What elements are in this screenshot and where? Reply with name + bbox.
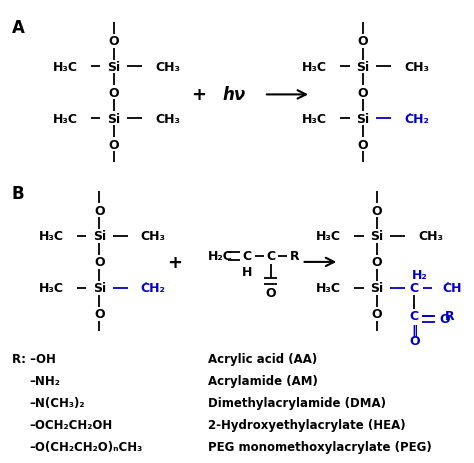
Text: CH₃: CH₃ [404, 61, 429, 74]
Text: H₃C: H₃C [39, 282, 64, 294]
Text: A: A [12, 19, 25, 37]
Text: H₃C: H₃C [53, 61, 78, 74]
Text: Acrylic acid (AA): Acrylic acid (AA) [208, 352, 317, 365]
Text: O: O [94, 307, 105, 320]
Text: H₃C: H₃C [53, 113, 78, 125]
Text: H₃C: H₃C [302, 113, 327, 125]
Text: R: R [290, 250, 300, 263]
Text: ‖: ‖ [411, 325, 418, 338]
Text: H₃C: H₃C [302, 61, 327, 74]
Text: H₃C: H₃C [316, 230, 341, 243]
Text: O: O [409, 334, 420, 347]
Text: O: O [94, 204, 105, 217]
Text: PEG monomethoxylacrylate (PEG): PEG monomethoxylacrylate (PEG) [208, 440, 431, 453]
Text: ĊH₂: ĊH₂ [141, 282, 166, 294]
Text: 2-Hydroxyethylacrylate (HEA): 2-Hydroxyethylacrylate (HEA) [208, 418, 405, 431]
Text: H₃C: H₃C [316, 282, 341, 294]
Text: –O(CH₂CH₂O)ₙCH₃: –O(CH₂CH₂O)ₙCH₃ [29, 440, 142, 453]
Text: O: O [108, 138, 119, 151]
Text: C: C [410, 310, 419, 323]
Text: O: O [94, 256, 105, 269]
Text: H₂: H₂ [411, 269, 428, 282]
Text: Si: Si [356, 113, 369, 125]
Text: CH₃: CH₃ [418, 230, 443, 243]
Text: +: + [167, 253, 182, 271]
Text: H₃C: H₃C [39, 230, 64, 243]
Text: H: H [242, 266, 252, 279]
Text: Si: Si [93, 282, 106, 294]
Text: H₂C: H₂C [208, 250, 232, 263]
Text: Dimethylacrylamide (DMA): Dimethylacrylamide (DMA) [208, 396, 385, 409]
Text: R: R [445, 310, 454, 323]
Text: CH₃: CH₃ [155, 61, 180, 74]
Text: B: B [12, 185, 25, 203]
Text: CH₃: CH₃ [155, 113, 180, 125]
Text: C: C [266, 250, 275, 263]
Text: O: O [108, 87, 119, 100]
Text: Si: Si [370, 230, 383, 243]
Text: Si: Si [356, 61, 369, 74]
Text: O: O [372, 307, 382, 320]
Text: O: O [357, 87, 368, 100]
Text: Si: Si [107, 61, 120, 74]
Text: –N(CH₃)₂: –N(CH₃)₂ [29, 396, 84, 409]
Text: Si: Si [93, 230, 106, 243]
Text: ĊH₂: ĊH₂ [404, 113, 429, 125]
Text: O: O [108, 35, 119, 48]
Text: hν: hν [222, 86, 246, 104]
Text: CH₃: CH₃ [141, 230, 166, 243]
Text: O: O [372, 256, 382, 269]
Text: ĊH: ĊH [443, 282, 462, 294]
Text: O: O [372, 204, 382, 217]
Text: –NH₂: –NH₂ [29, 374, 60, 387]
Text: C: C [410, 282, 419, 294]
Text: O: O [439, 313, 450, 325]
Text: Si: Si [370, 282, 383, 294]
Text: +: + [191, 86, 206, 104]
Text: R: –OH: R: –OH [12, 352, 56, 365]
Text: –OCH₂CH₂OH: –OCH₂CH₂OH [29, 418, 112, 431]
Text: O: O [357, 35, 368, 48]
Text: Si: Si [107, 113, 120, 125]
Text: O: O [265, 287, 276, 300]
Text: O: O [357, 138, 368, 151]
Text: Acrylamide (AM): Acrylamide (AM) [208, 374, 318, 387]
Text: C: C [243, 250, 252, 263]
